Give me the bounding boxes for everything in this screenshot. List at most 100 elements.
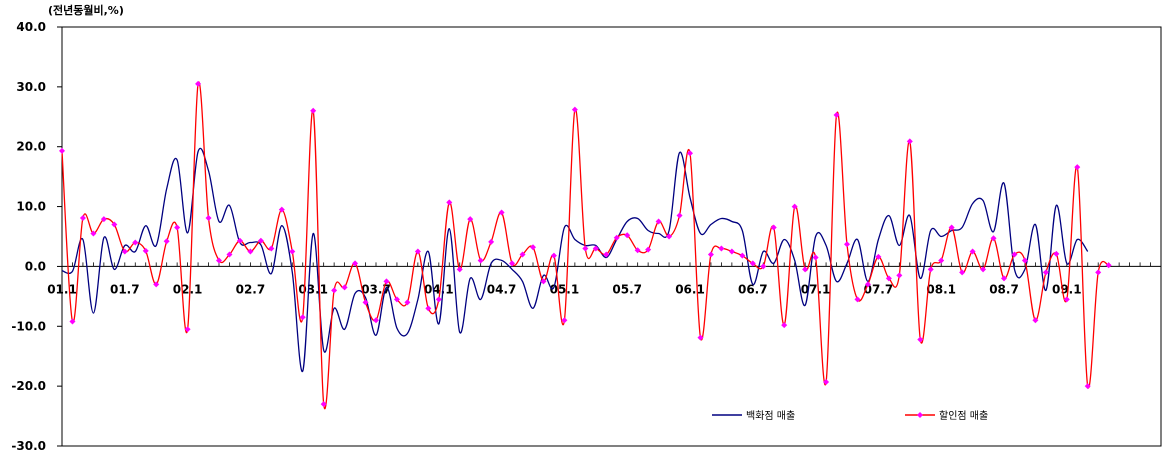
data-point xyxy=(79,214,86,221)
data-point xyxy=(373,317,379,324)
data-point xyxy=(1021,257,1028,264)
data-point xyxy=(634,247,641,254)
data-point xyxy=(603,251,610,258)
data-point xyxy=(331,287,338,294)
data-point xyxy=(1042,269,1049,276)
data-point xyxy=(823,378,830,385)
series-line xyxy=(61,147,1089,372)
x-tick-label: 03.1 xyxy=(298,282,328,296)
data-point xyxy=(844,241,850,248)
data-point xyxy=(341,284,348,291)
data-point xyxy=(289,248,296,255)
x-tick-label: 01.1 xyxy=(47,282,77,296)
data-point xyxy=(477,257,484,264)
y-tick-label: -10.0 xyxy=(11,319,46,333)
data-point xyxy=(613,234,620,241)
data-point xyxy=(142,247,149,254)
x-tick-label: 04.7 xyxy=(487,282,517,296)
series-2 xyxy=(59,80,1112,409)
data-point xyxy=(687,150,693,157)
data-point xyxy=(938,257,945,264)
x-tick-label: 07.1 xyxy=(801,282,831,296)
data-point xyxy=(1001,275,1007,282)
data-point xyxy=(100,216,107,223)
chart-axes: 40.0 30.0 20.0 10.0 0.0 -10.0 -20.0 -30.0 01.1 01… xyxy=(11,20,1162,453)
data-point xyxy=(111,221,118,228)
y-tick-label: -30.0 xyxy=(11,439,46,453)
data-point xyxy=(1053,250,1060,257)
x-tick-label: 06.7 xyxy=(738,282,768,296)
data-point xyxy=(163,238,170,245)
data-point xyxy=(153,281,160,288)
data-point xyxy=(666,233,673,240)
data-point xyxy=(885,275,892,282)
data-point xyxy=(770,224,777,231)
data-point xyxy=(467,216,474,223)
x-tick-label: 01.7 xyxy=(110,282,140,296)
data-point xyxy=(906,138,913,145)
data-point xyxy=(990,235,997,242)
data-point xyxy=(90,230,97,237)
data-point xyxy=(59,147,65,154)
data-point xyxy=(352,260,359,267)
x-tick-label: 07.7 xyxy=(864,282,894,296)
legend-label: 할인점 매출 xyxy=(939,410,988,422)
data-point xyxy=(969,248,976,255)
data-point xyxy=(299,314,306,321)
data-point xyxy=(791,203,798,210)
x-tick-label: 05.7 xyxy=(612,282,642,296)
data-point xyxy=(404,299,411,306)
y-tick-label: 20.0 xyxy=(16,140,46,154)
y-tick-label: 30.0 xyxy=(16,80,46,94)
data-point xyxy=(655,218,662,225)
data-point xyxy=(519,251,526,258)
data-point xyxy=(896,272,903,279)
data-point xyxy=(498,209,505,216)
data-point xyxy=(749,260,756,267)
data-point xyxy=(833,111,840,118)
legend-marker xyxy=(917,412,923,418)
data-point xyxy=(132,239,139,246)
data-point xyxy=(257,237,264,244)
plot-frame xyxy=(61,26,1162,447)
series-line xyxy=(61,81,1110,409)
data-point xyxy=(980,266,987,273)
y-tick-label: 10.0 xyxy=(16,200,46,214)
data-point xyxy=(959,269,966,276)
data-point xyxy=(236,237,243,244)
data-point xyxy=(550,252,557,259)
data-point xyxy=(1074,164,1081,171)
data-point xyxy=(739,252,746,259)
data-point xyxy=(561,317,568,324)
data-point xyxy=(854,296,861,303)
data-point xyxy=(320,401,327,408)
data-point xyxy=(69,318,76,325)
y-tick-label: 0.0 xyxy=(25,259,46,273)
data-point xyxy=(592,245,599,252)
data-point xyxy=(268,245,275,252)
data-point xyxy=(435,296,442,303)
legend-item-1: 백화점 매출 xyxy=(712,410,795,422)
data-point xyxy=(1011,251,1018,258)
data-point xyxy=(948,224,955,231)
data-point xyxy=(1105,262,1112,269)
y-tick-label: -20.0 xyxy=(11,379,46,393)
unit-label: (전년동월비,%) xyxy=(48,3,124,17)
data-point xyxy=(530,244,536,251)
series-1 xyxy=(61,147,1089,372)
data-point xyxy=(383,278,390,285)
data-point xyxy=(425,305,432,312)
data-point xyxy=(174,224,181,231)
data-point xyxy=(781,322,788,329)
data-point xyxy=(278,206,285,213)
data-point xyxy=(760,263,767,270)
data-point xyxy=(571,106,578,113)
data-point xyxy=(875,253,882,260)
x-tick-label: 05.1 xyxy=(550,282,580,296)
data-point xyxy=(121,248,128,255)
legend-label: 백화점 매출 xyxy=(746,410,795,422)
data-point xyxy=(247,248,254,255)
data-point xyxy=(488,238,495,245)
data-point xyxy=(310,107,317,114)
